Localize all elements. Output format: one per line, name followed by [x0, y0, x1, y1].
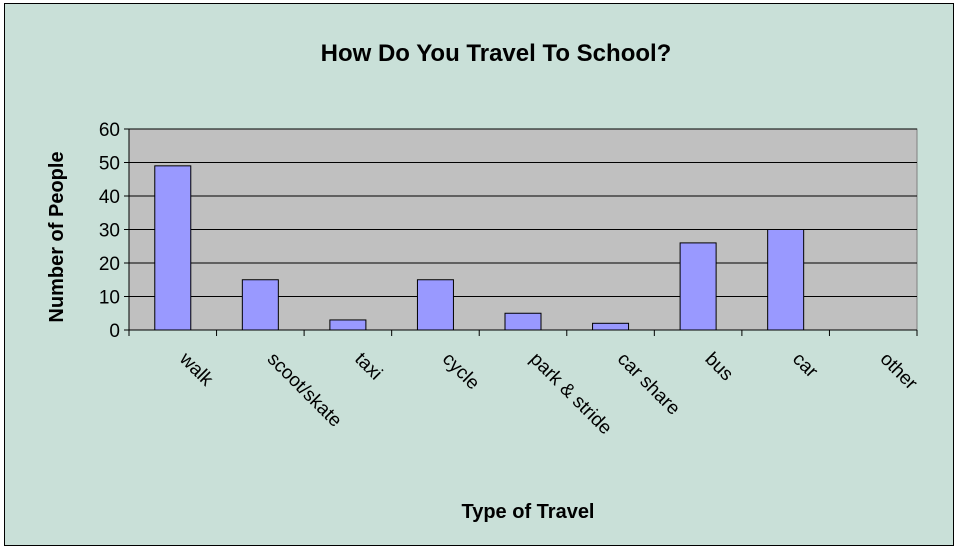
y-tick-label: 60 [99, 120, 120, 141]
chart-title: How Do You Travel To School? [321, 40, 672, 67]
bar-taxi [329, 319, 367, 331]
x-axis-title: Type of Travel [461, 501, 594, 523]
y-tick-label: 50 [99, 154, 120, 175]
x-tick-label: car share [613, 349, 684, 420]
x-tick-label: other [876, 349, 922, 395]
bar-park-stride [504, 312, 542, 331]
x-tick-label: walk [175, 348, 218, 391]
bar-bus [679, 242, 717, 331]
bar-scoot-skate [241, 279, 279, 331]
y-axis-title: Number of People [46, 151, 68, 322]
x-tick-label: car [788, 349, 822, 383]
x-tick-label: bus [701, 349, 738, 386]
x-tick-label: park & stride [525, 349, 615, 439]
bars [154, 165, 805, 331]
x-axis-labels: walk scoot/skate taxi cycle park & stridecar… [175, 348, 922, 439]
bar-car [767, 229, 805, 331]
bar-walk [154, 165, 192, 331]
y-tick-label: 10 [99, 288, 120, 309]
y-tick-label: 20 [99, 254, 120, 275]
y-tick-label: 40 [99, 187, 120, 208]
x-tick-label: cycle [438, 349, 483, 394]
bar-chart: How Do You Travel To School? 0 10 20 30 40 50… [46, 40, 922, 523]
y-axis-ticks: 0 10 20 30 40 50 60 [99, 120, 130, 342]
x-tick-label: taxi [350, 349, 386, 385]
chart-frame: How Do You Travel To School? 0 10 20 30 40 50… [4, 3, 954, 546]
y-tick-label: 0 [109, 321, 120, 342]
x-tick-label: scoot/skate [263, 349, 346, 432]
x-axis-ticks [128, 329, 918, 336]
bar-car-share [592, 322, 630, 331]
bar-cycle [416, 279, 454, 331]
y-tick-label: 30 [99, 221, 120, 242]
